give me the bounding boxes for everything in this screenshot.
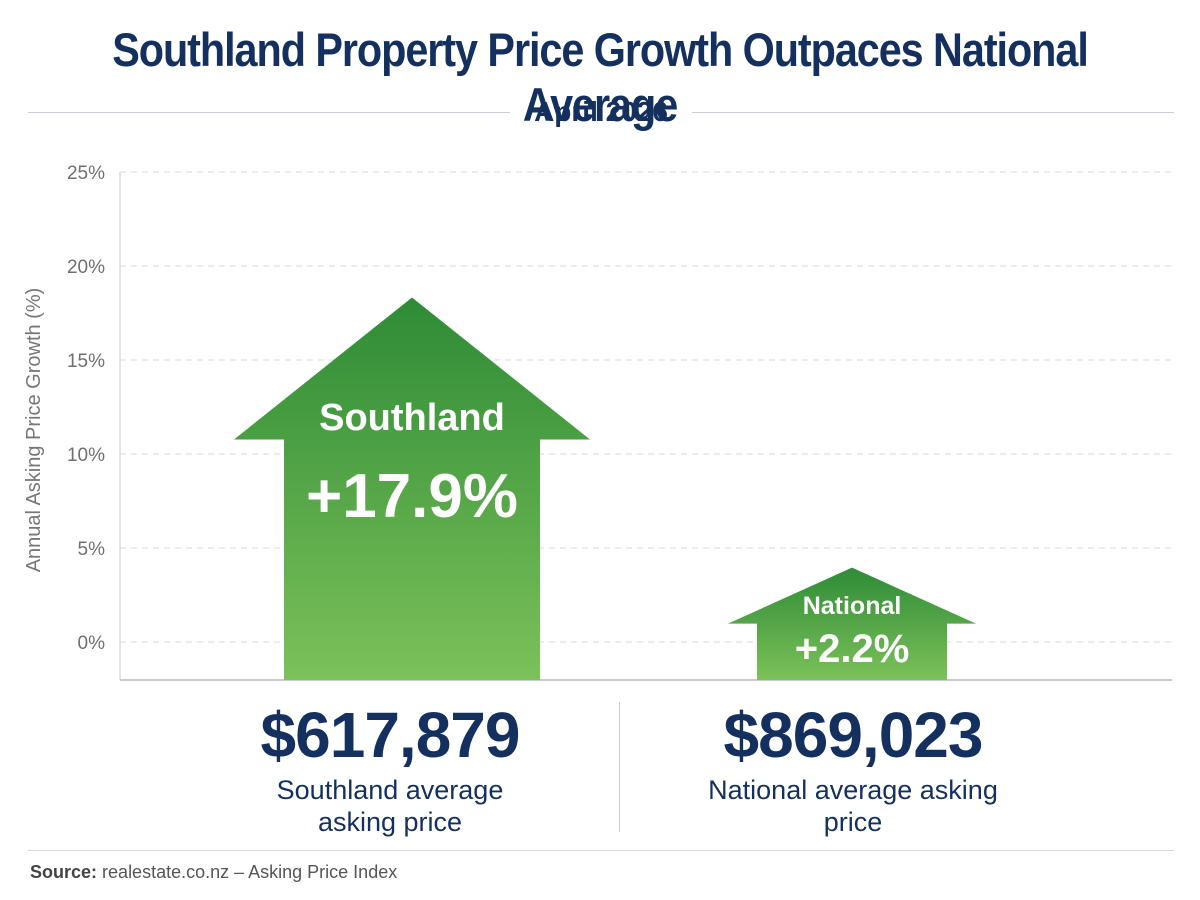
national-price-block: $869,023 National average asking price <box>643 698 1063 838</box>
y-axis-label: Annual Asking Price Growth (%) <box>23 288 45 573</box>
subtitle-row: April 2026 <box>28 92 1175 132</box>
chart-title: Southland Property Price Growth Outpaces… <box>112 23 1089 131</box>
axis-layer: 0% 5% 10% 15% 20% 25% <box>67 163 1172 681</box>
y-tick-label-1: 5% <box>78 539 106 560</box>
subtitle-rule-right <box>691 111 1175 113</box>
source-label: Source: <box>30 862 98 882</box>
chart-plot: 0% 5% 10% 15% 20% 25% Annual Asking Price Gro… <box>23 163 1172 681</box>
bar-category-label-1: National <box>803 592 902 620</box>
y-tick-label-4: 20% <box>67 257 105 278</box>
y-tick-label-0: 0% <box>78 633 106 654</box>
subtitle-rule-left <box>28 111 511 113</box>
southland-price-value: $617,879 <box>260 699 521 771</box>
bar-value-label-1: +2.2% <box>795 627 910 671</box>
y-tick-label-2: 10% <box>67 445 105 466</box>
source-note: Source: realestate.co.nz – Asking Price … <box>30 862 397 883</box>
national-price-caption: National average asking price <box>708 775 998 837</box>
y-tick-label-5: 25% <box>67 163 105 184</box>
bars-layer: Southland +17.9% National +2.2% <box>234 297 976 680</box>
bar-category-label-0: Southland <box>319 397 505 439</box>
bar-southland <box>234 297 590 680</box>
national-price-value: $869,023 <box>723 699 984 771</box>
y-tick-label-3: 15% <box>67 351 105 372</box>
source-text: realestate.co.nz – Asking Price Index <box>102 862 398 882</box>
southland-price-caption: Southland average asking price <box>276 775 504 837</box>
bar-national <box>728 567 976 680</box>
price-divider <box>619 702 620 832</box>
chart-subtitle: April 2026 <box>534 96 668 127</box>
footer-rule <box>28 850 1174 851</box>
southland-price-block: $617,879 Southland average asking price <box>180 698 600 838</box>
bar-value-label-0: +17.9% <box>306 462 518 531</box>
